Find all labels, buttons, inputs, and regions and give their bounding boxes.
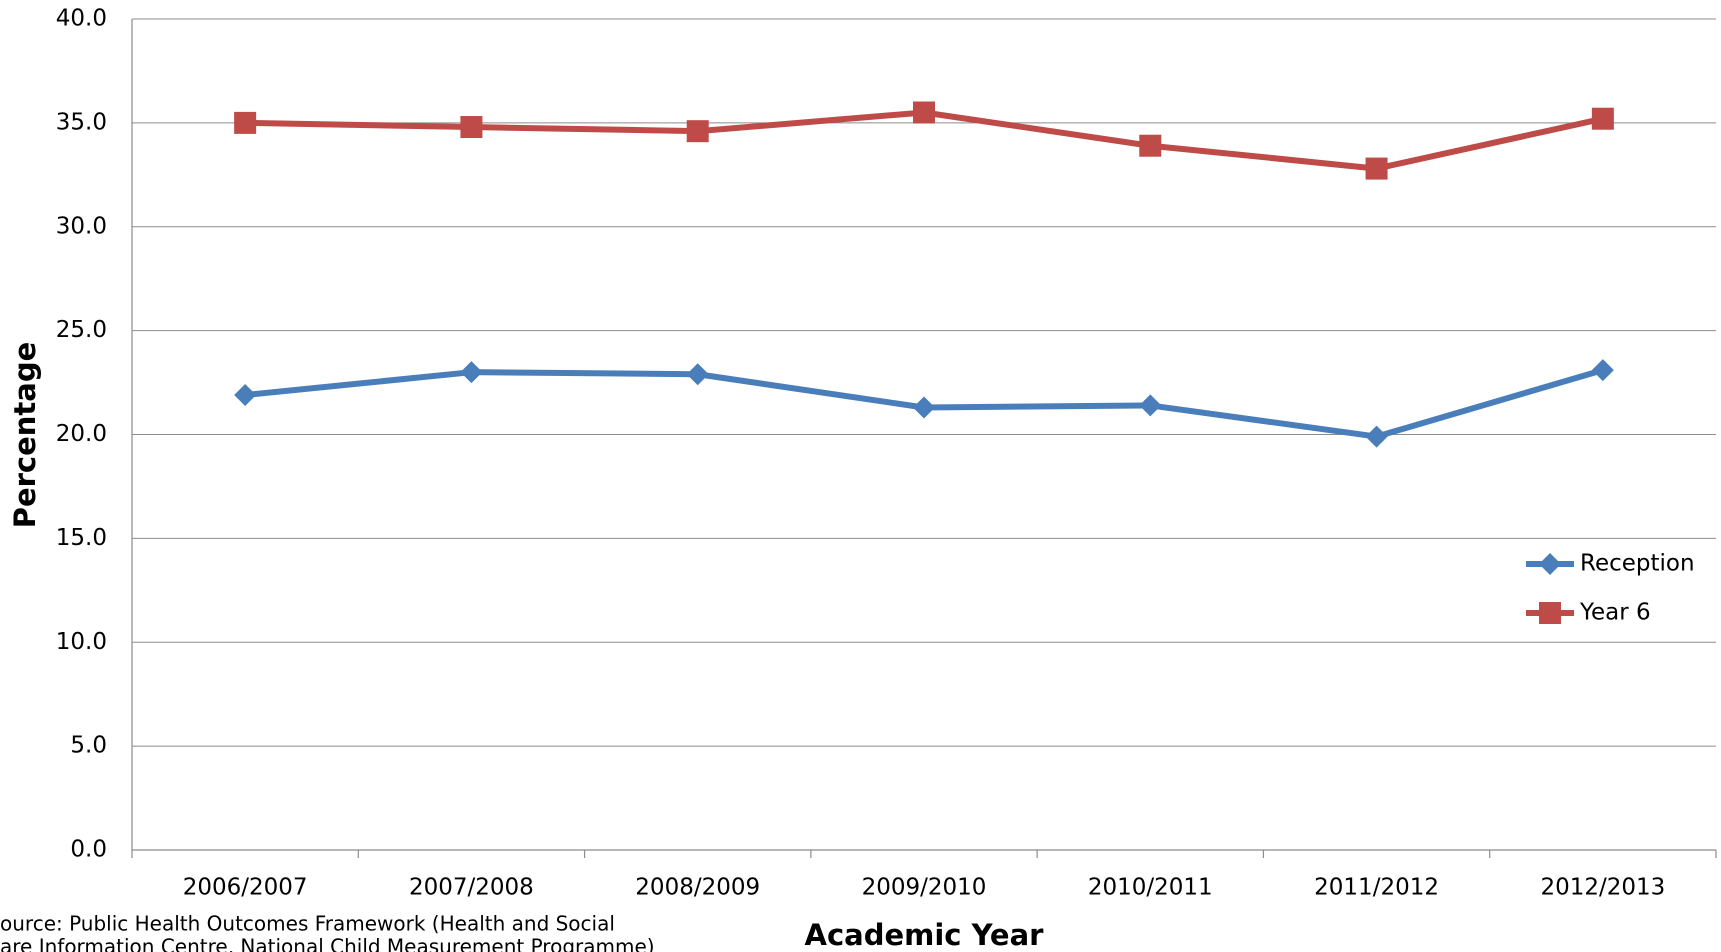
x-tick-label: 2012/2013 (1540, 875, 1665, 901)
y-tick-label: 5.0 (70, 733, 107, 759)
x-tick-label: 2009/2010 (862, 875, 987, 901)
data-point (234, 384, 257, 407)
source-note: are Information Centre, National Child M… (0, 935, 655, 952)
x-tick-label: 2006/2007 (183, 875, 308, 901)
data-point (1591, 359, 1614, 382)
legend-label: Year 6 (1579, 600, 1651, 626)
x-axis-title: Academic Year (805, 918, 1045, 952)
y-tick-label: 15.0 (56, 525, 107, 551)
data-point (913, 396, 935, 419)
x-tick-label: 2010/2011 (1088, 875, 1213, 901)
data-point (1365, 157, 1388, 180)
data-point (460, 361, 483, 384)
y-tick-label: 10.0 (56, 629, 107, 655)
x-tick-label: 2007/2008 (409, 875, 534, 901)
data-point (686, 363, 709, 386)
y-axis-title: Percentage (8, 342, 42, 529)
x-tick-label: 2008/2009 (635, 875, 760, 901)
data-point (234, 111, 257, 134)
y-tick-label: 25.0 (56, 317, 107, 343)
data-point (1139, 394, 1162, 417)
y-tick-label: 0.0 (70, 837, 107, 863)
y-tick-label: 35.0 (56, 109, 107, 135)
y-tick-label: 30.0 (56, 213, 107, 239)
data-point (1139, 134, 1162, 157)
data-point (1365, 425, 1388, 448)
data-point (913, 101, 935, 124)
legend-label: Reception (1580, 551, 1695, 577)
legend-marker (1539, 553, 1561, 575)
legend-marker (1539, 602, 1561, 624)
y-tick-label: 40.0 (56, 6, 107, 32)
data-point (460, 116, 483, 139)
data-point (686, 120, 709, 143)
source-note: ource: Public Health Outcomes Framework … (0, 912, 615, 936)
y-tick-label: 20.0 (56, 421, 107, 447)
x-tick-label: 2011/2012 (1314, 875, 1439, 901)
data-point (1591, 107, 1614, 130)
